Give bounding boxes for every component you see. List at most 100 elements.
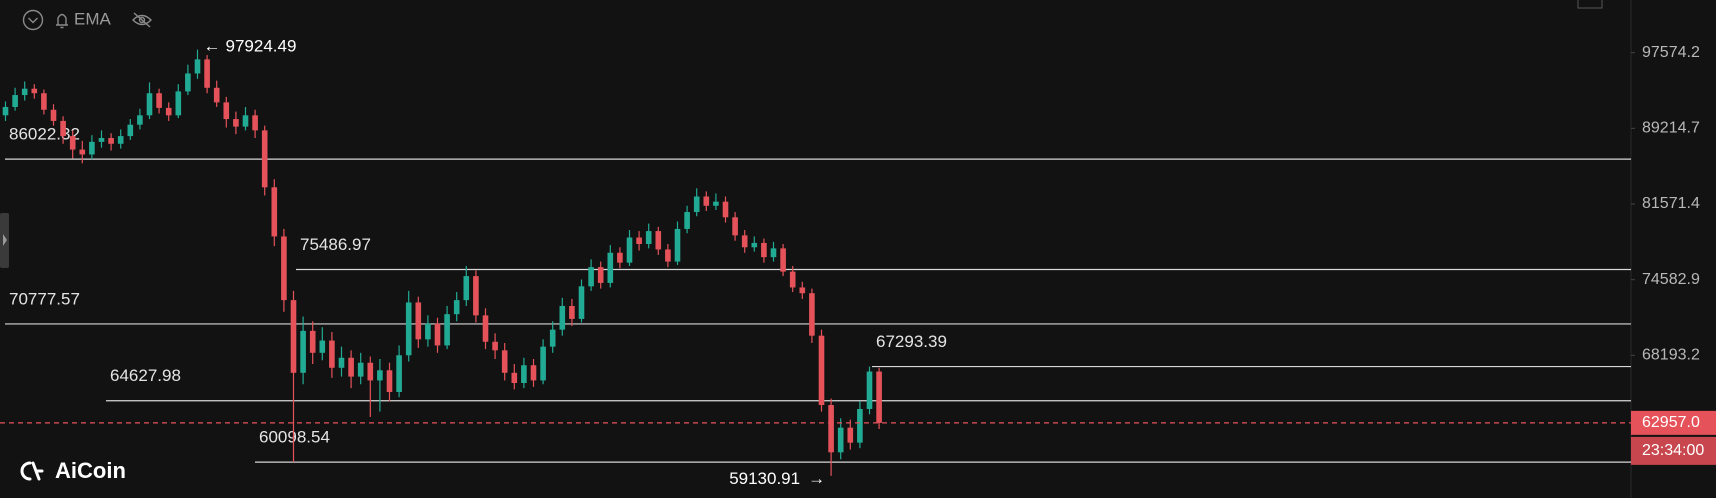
candle-body bbox=[137, 115, 143, 125]
candle-body bbox=[761, 242, 767, 258]
chevron bbox=[28, 17, 38, 24]
candle-body bbox=[396, 355, 402, 392]
candle-body bbox=[617, 252, 623, 263]
collapse-icon[interactable] bbox=[22, 9, 44, 31]
candle-body bbox=[21, 88, 28, 96]
last-price-tag bbox=[1631, 410, 1716, 435]
candle-body bbox=[223, 102, 230, 120]
candle-body bbox=[501, 350, 508, 373]
candle-body bbox=[482, 315, 489, 342]
watermark-logo bbox=[20, 461, 44, 481]
candle-body bbox=[79, 149, 86, 155]
candle-body bbox=[319, 340, 326, 353]
candle-body bbox=[60, 120, 66, 137]
candle-body bbox=[242, 115, 249, 127]
candle-body bbox=[348, 357, 354, 377]
level-label: 67293.39 bbox=[876, 332, 947, 351]
candle-body bbox=[636, 237, 642, 245]
candle-body bbox=[329, 340, 335, 368]
candle-body bbox=[444, 314, 450, 346]
y-tick-label: 89214.7 bbox=[1642, 120, 1700, 137]
level-label: 86022.32 bbox=[9, 125, 80, 144]
candle-body bbox=[559, 305, 566, 330]
toolbar: EMA bbox=[22, 9, 152, 31]
candle-body bbox=[204, 59, 210, 88]
candle-body bbox=[665, 249, 671, 262]
candle-body bbox=[233, 119, 239, 127]
candle-body bbox=[645, 231, 652, 245]
y-tick-label: 97574.2 bbox=[1642, 44, 1700, 61]
candle-body bbox=[271, 187, 278, 237]
candle-body bbox=[98, 138, 105, 142]
high-marker: ← 97924.49 bbox=[204, 37, 297, 56]
high-marker-value: 97924.49 bbox=[226, 37, 297, 56]
candle-body bbox=[809, 293, 815, 336]
visibility-icon[interactable] bbox=[132, 12, 152, 28]
candle-body bbox=[693, 196, 700, 213]
candle-body bbox=[511, 372, 518, 383]
candle-body bbox=[338, 357, 345, 368]
candle-body bbox=[530, 365, 537, 381]
candle-body bbox=[50, 109, 57, 121]
candle-body bbox=[521, 365, 527, 383]
candle-body bbox=[357, 362, 364, 377]
candle-body bbox=[367, 362, 374, 381]
candle-body bbox=[655, 231, 662, 250]
watermark-text: AiCoin bbox=[55, 458, 126, 483]
candle-body bbox=[213, 87, 220, 103]
candle-body bbox=[108, 138, 114, 144]
candle-body bbox=[194, 59, 201, 74]
candle-body bbox=[252, 115, 258, 131]
candle-body bbox=[281, 236, 287, 301]
visibility-icon-pupil bbox=[138, 16, 146, 24]
level-label: 60098.54 bbox=[259, 428, 330, 447]
candle-body bbox=[540, 346, 546, 381]
candle-body bbox=[876, 371, 882, 423]
candle-body bbox=[127, 124, 134, 137]
candle-body bbox=[607, 252, 614, 283]
candle-body bbox=[185, 73, 191, 92]
alert-icon[interactable] bbox=[56, 13, 68, 29]
candle-body bbox=[741, 235, 748, 248]
candle-body bbox=[713, 201, 719, 206]
candle-body bbox=[261, 130, 268, 188]
indicator-name[interactable]: EMA bbox=[74, 9, 112, 28]
side-tab-arrow bbox=[3, 234, 7, 246]
candle-body bbox=[117, 136, 124, 144]
candle-body bbox=[89, 141, 95, 155]
y-tick-label: 81571.4 bbox=[1642, 195, 1700, 212]
candle-body bbox=[789, 271, 796, 288]
candle-body bbox=[156, 93, 162, 108]
candle-body bbox=[405, 302, 412, 356]
candle-body bbox=[492, 341, 498, 351]
candle-body bbox=[703, 196, 710, 206]
candle-body bbox=[425, 323, 431, 340]
candle-body bbox=[309, 330, 316, 353]
candle-body bbox=[866, 371, 873, 409]
candle-body bbox=[69, 136, 76, 150]
toolbar-button[interactable] bbox=[1577, 0, 1603, 9]
candle-body bbox=[569, 305, 575, 319]
candle-body bbox=[415, 302, 422, 340]
candle-body bbox=[828, 405, 834, 453]
candle-body bbox=[588, 267, 594, 287]
candle-body bbox=[684, 212, 690, 229]
candle-body bbox=[146, 93, 153, 116]
candle-body bbox=[751, 242, 758, 248]
candle-body bbox=[857, 408, 863, 443]
candle-body bbox=[818, 335, 825, 406]
candle-body bbox=[473, 276, 479, 316]
level-label: 75486.97 bbox=[300, 235, 371, 254]
plot-area: 97574.2 89214.7 81571.4 74582.9 68193.2 86022… bbox=[0, 37, 1700, 488]
last-price-label: 62957.0 bbox=[1642, 414, 1700, 431]
candle-body bbox=[165, 107, 172, 116]
candle-body bbox=[300, 330, 306, 373]
candle-body bbox=[674, 228, 681, 262]
candle-body bbox=[626, 237, 633, 263]
candle-body bbox=[770, 248, 777, 258]
candle-body bbox=[732, 217, 738, 236]
low-marker-arrow: → bbox=[808, 469, 825, 488]
candle-body bbox=[722, 201, 729, 218]
